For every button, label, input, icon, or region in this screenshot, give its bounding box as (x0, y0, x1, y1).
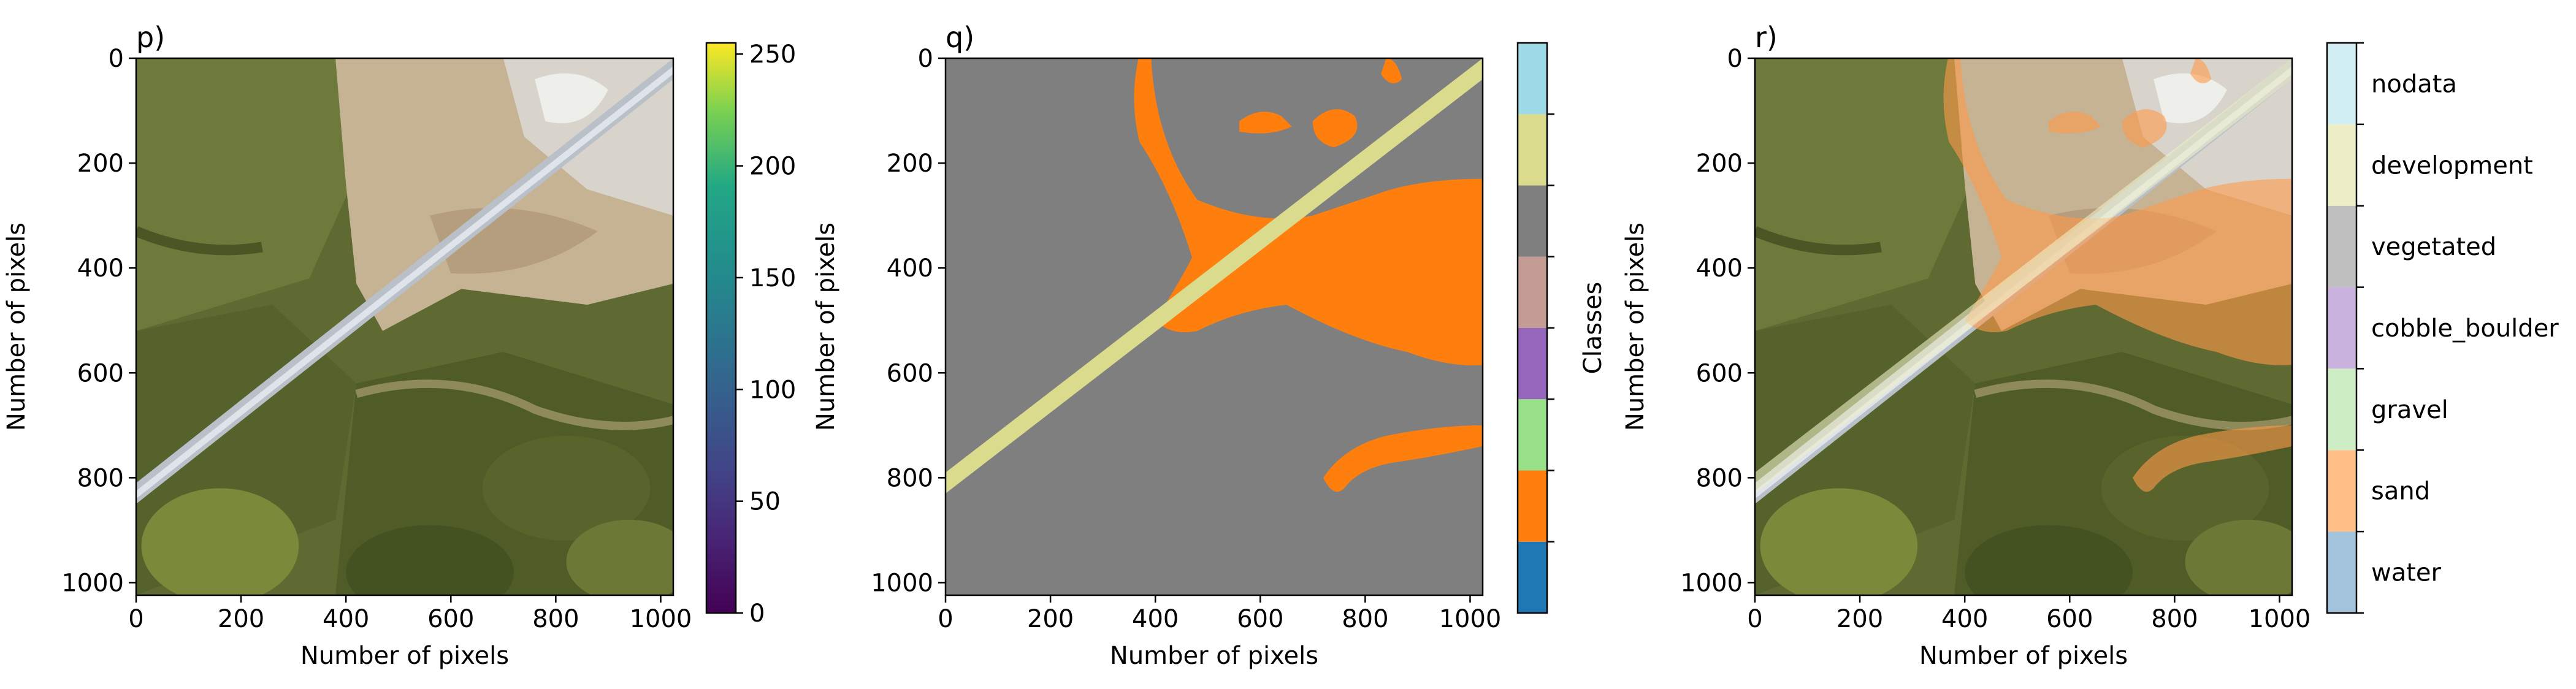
colorbar-frame (2326, 42, 2358, 614)
colorbar-class-swatch (1518, 43, 1547, 115)
colorbar-class-swatch (2327, 287, 2356, 369)
y-axis-label: Number of pixels (812, 223, 840, 431)
colorbar-class-swatch (1518, 399, 1547, 471)
panel-r: 0 200 400 600 800 100002004006008001000Number… (1621, 21, 2559, 670)
colorbar: Classes (1516, 42, 1607, 614)
aerial-photo (136, 58, 692, 619)
y-tick-label: 400 (77, 254, 124, 283)
y-axis-label: Number of pixels (2, 223, 31, 431)
y-tick-label: 400 (1696, 254, 1743, 283)
x-axis-label: Number of pixels (1919, 642, 2128, 670)
x-tick-label: 1000 (2249, 605, 2311, 633)
y-tick-label: 1000 (61, 569, 124, 597)
colorbar: water sand gravel cobble_boulder vegetated de… (2326, 42, 2559, 614)
y-tick-label: 800 (1696, 464, 1743, 492)
panels: 0 200 400 600 800 100002004006008001000Number… (2, 21, 2559, 670)
y-tick-label: 1000 (871, 569, 933, 597)
panel-p: 0 200 400 600 800 100002004006008001000Number… (2, 21, 796, 670)
x-tick-label: 600 (427, 605, 474, 633)
x-tick-label: 400 (323, 605, 369, 633)
panel-letter: r) (1755, 21, 1778, 54)
colorbar-class-swatch (2327, 43, 2356, 124)
x-tick-label: 800 (2151, 605, 2198, 633)
y-tick-label: 800 (887, 464, 933, 492)
colorbar-class-swatch (1518, 185, 1547, 257)
plot-image (136, 58, 692, 619)
colorbar-class-swatch (2327, 205, 2356, 287)
x-tick-label: 800 (1342, 605, 1388, 633)
x-tick-label: 600 (1237, 605, 1283, 633)
x-tick-label: 1000 (630, 605, 692, 633)
x-tick-label: 0 (128, 605, 143, 633)
x-tick-label: 0 (938, 605, 953, 633)
y-tick-label: 200 (77, 150, 124, 178)
colorbar-gradient (706, 43, 736, 613)
colorbar-tick-label: 200 (749, 153, 796, 181)
colorbar-tick-label: 250 (749, 40, 796, 69)
x-tick-label: 200 (1836, 605, 1883, 633)
colorbar-class-label: vegetated (2371, 233, 2496, 261)
colorbar-class-label: development (2371, 151, 2533, 180)
y-tick-label: 600 (77, 359, 124, 387)
x-axis-label: Number of pixels (1110, 642, 1318, 670)
colorbar-label: Classes (1579, 282, 1607, 375)
y-tick-label: 0 (1727, 45, 1743, 73)
colorbar-frame (1516, 42, 1548, 614)
y-tick-label: 800 (77, 464, 124, 492)
x-tick-label: 0 (1747, 605, 1762, 633)
colorbar-tick-label: 100 (749, 376, 796, 404)
y-tick-label: 200 (887, 150, 933, 178)
colorbar-class-swatch (2327, 531, 2356, 613)
colorbar-class-label: nodata (2371, 70, 2457, 98)
x-tick-label: 400 (1132, 605, 1179, 633)
x-tick-label: 800 (532, 605, 579, 633)
panel-letter: q) (946, 21, 974, 54)
colorbar-class-swatch (1518, 470, 1547, 542)
x-tick-label: 200 (1027, 605, 1074, 633)
colorbar-class-label: cobble_boulder (2371, 314, 2559, 343)
y-tick-label: 1000 (1680, 569, 1743, 597)
colorbar: 0 50 100 150 200 250 (705, 40, 796, 628)
panel-q: 0 200 400 600 800 100002004006008001000Number… (812, 21, 1607, 670)
y-axis-label: Number of pixels (1621, 223, 1649, 431)
colorbar-class-swatch (1518, 541, 1547, 613)
plot-image (1755, 58, 2311, 619)
colorbar-class-label: water (2371, 559, 2442, 587)
y-tick-label: 0 (918, 45, 933, 73)
colorbar-class-label: sand (2371, 478, 2430, 506)
y-tick-label: 200 (1696, 150, 1743, 178)
colorbar-class-swatch (1518, 328, 1547, 400)
colorbar-class-swatch (2327, 450, 2356, 532)
colorbar-frame (705, 42, 737, 614)
x-tick-label: 600 (2046, 605, 2093, 633)
y-tick-label: 600 (1696, 359, 1743, 387)
colorbar-tick-label: 0 (749, 600, 765, 628)
x-tick-label: 1000 (1439, 605, 1502, 633)
axes-frame (135, 57, 675, 596)
axes-frame (1754, 57, 2293, 596)
panel-letter: p) (136, 21, 165, 54)
colorbar-class-swatch (1518, 256, 1547, 328)
y-tick-label: 400 (887, 254, 933, 283)
colorbar-class-swatch (1518, 114, 1547, 186)
y-tick-label: 600 (887, 359, 933, 387)
colorbar-tick-label: 150 (749, 264, 796, 292)
y-tick-label: 0 (109, 45, 124, 73)
colorbar-class-swatch (2327, 368, 2356, 451)
colorbar-tick-label: 50 (749, 488, 781, 516)
colorbar-class-swatch (2327, 124, 2356, 206)
x-tick-label: 400 (1941, 605, 1988, 633)
plot-image (946, 58, 1483, 596)
colorbar-class-label: gravel (2371, 396, 2448, 424)
axes-frame (944, 57, 1484, 596)
x-tick-label: 200 (218, 605, 264, 633)
x-axis-label: Number of pixels (300, 642, 509, 670)
